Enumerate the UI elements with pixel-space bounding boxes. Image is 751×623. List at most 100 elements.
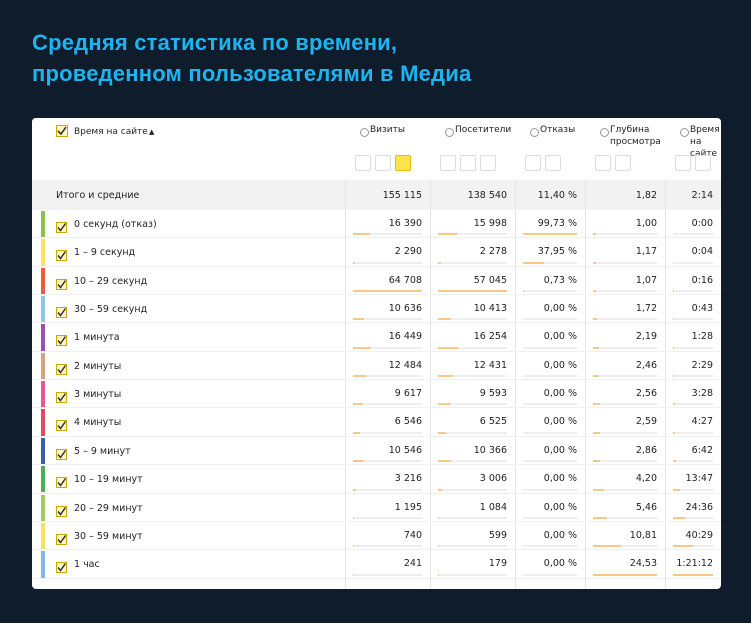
dimension-header[interactable]: Время на сайте (74, 127, 148, 137)
checkbox[interactable] (56, 125, 68, 137)
bar-track (438, 516, 507, 519)
checkbox[interactable] (56, 388, 67, 404)
table-cell: 1 195 (394, 501, 422, 513)
table-cell: 16 390 (388, 218, 422, 229)
row-divider (32, 322, 721, 324)
table-cell: 2,46 (635, 359, 657, 371)
column-header[interactable]: Глубина (610, 125, 650, 135)
totals-cell: 2:14 (691, 190, 713, 201)
bar-track (353, 318, 422, 321)
checkbox[interactable] (56, 558, 67, 574)
cell-bar (673, 545, 693, 548)
view-toggle[interactable] (480, 155, 496, 171)
table-cell: 16 254 (473, 331, 507, 343)
checkbox[interactable] (56, 360, 67, 375)
cell-bar (673, 516, 686, 519)
row-label: 30 – 59 секунд (74, 304, 148, 316)
row-label: 1 – 9 секунд (74, 247, 136, 259)
bar-track (438, 261, 507, 264)
view-toggle[interactable] (375, 155, 391, 171)
cell-bar (438, 516, 440, 519)
bar-track (673, 261, 713, 264)
table-cell: 0,00 % (543, 359, 577, 371)
cell-bar (593, 545, 622, 548)
radio[interactable] (445, 128, 454, 137)
bar-track (353, 573, 422, 576)
bar-track (593, 318, 657, 321)
view-toggle[interactable] (395, 155, 411, 171)
totals-cell: 1,82 (635, 190, 657, 201)
table-cell: 2 290 (394, 246, 422, 258)
column-header[interactable]: просмотра (610, 137, 661, 147)
checkbox[interactable] (56, 331, 67, 347)
bar-track (353, 488, 422, 491)
bar-track (593, 516, 657, 519)
row-divider (32, 294, 721, 296)
sort-arrow[interactable]: ▲ (149, 128, 155, 136)
checkbox[interactable] (56, 303, 67, 319)
cell-bar (438, 233, 458, 236)
column-header[interactable]: Время (690, 125, 720, 135)
column-header[interactable]: на сайте (690, 137, 718, 159)
checkbox[interactable] (56, 275, 67, 290)
view-toggle[interactable] (440, 155, 456, 171)
totals-label: Итого и средние (56, 190, 140, 201)
radio[interactable] (680, 128, 689, 137)
bar-track (523, 545, 577, 548)
row-color (41, 551, 45, 578)
table-cell: 2,56 (635, 388, 657, 400)
bar-track (593, 545, 657, 548)
cell-bar (523, 261, 544, 264)
table-cell: 37,95 % (537, 246, 577, 258)
bar-track (438, 431, 507, 434)
table-cell: 24:36 (685, 501, 713, 513)
column-header[interactable]: Визиты (370, 125, 406, 135)
cell-bar (673, 488, 680, 491)
view-toggle[interactable] (595, 155, 611, 171)
bar-track (523, 318, 577, 321)
table-cell: 241 (403, 558, 422, 570)
radio[interactable] (600, 128, 609, 137)
column-header[interactable]: Отказы (540, 125, 576, 135)
row-label: 10 – 19 минут (74, 474, 143, 486)
table-cell: 64 708 (388, 274, 422, 286)
view-toggle[interactable] (615, 155, 631, 171)
checkbox[interactable] (56, 530, 67, 545)
view-toggle[interactable] (545, 155, 561, 171)
checkbox[interactable] (56, 416, 67, 432)
row-color (41, 239, 45, 266)
view-toggle[interactable] (675, 155, 691, 171)
radio[interactable] (530, 128, 539, 137)
view-toggle[interactable] (525, 155, 541, 171)
checkbox[interactable] (56, 246, 67, 262)
table-cell: 1:28 (691, 331, 713, 343)
bar-track (523, 516, 577, 519)
checkbox[interactable] (56, 473, 67, 489)
view-toggle[interactable] (695, 155, 711, 171)
cell-bar (593, 318, 598, 321)
table-cell: 9 593 (479, 388, 507, 400)
cell-bar (593, 431, 600, 434)
title-line: Средняя статистика по времени, (32, 30, 398, 55)
cell-bar (438, 290, 507, 293)
cell-bar (353, 375, 367, 378)
table-cell: 12 431 (473, 359, 507, 371)
view-toggle[interactable] (355, 155, 371, 171)
checkbox[interactable] (56, 445, 67, 460)
bar-track (438, 318, 507, 321)
view-toggle[interactable] (460, 155, 476, 171)
cell-bar (353, 431, 360, 434)
row-divider (32, 577, 721, 579)
column-divider (585, 180, 586, 589)
bar-track (593, 375, 657, 378)
table-cell: 6 546 (394, 416, 422, 428)
radio[interactable] (360, 128, 369, 137)
cell-bar (353, 233, 371, 236)
table-cell: 2 278 (479, 246, 507, 258)
bar-track (673, 346, 713, 349)
bar-track (673, 290, 713, 293)
column-header[interactable]: Посетители (455, 125, 512, 135)
table-cell: 0:04 (691, 246, 713, 258)
checkbox[interactable] (56, 502, 67, 517)
checkbox[interactable] (56, 218, 67, 233)
